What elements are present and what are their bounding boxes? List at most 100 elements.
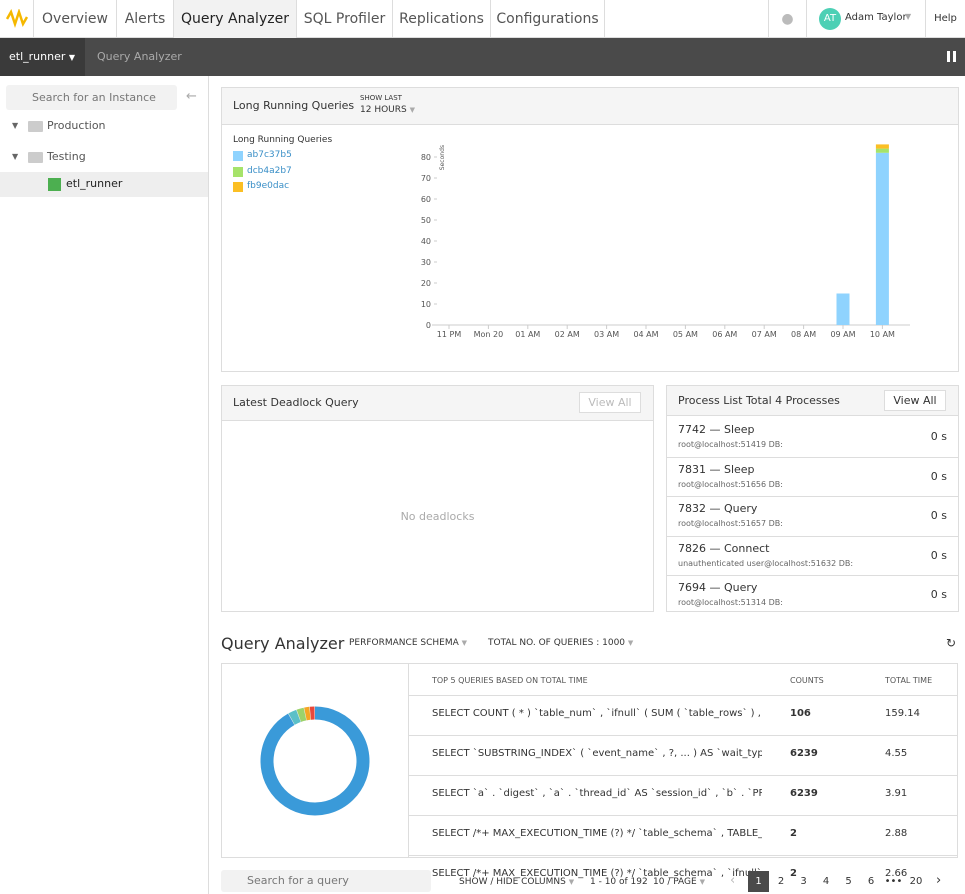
x-tick-label: 09 AM xyxy=(830,330,855,339)
count: 6239 xyxy=(790,788,818,799)
page-button[interactable]: 2 xyxy=(777,876,785,887)
source-select[interactable]: PERFORMANCE SCHEMA ▼ xyxy=(349,638,468,648)
legend-swatch xyxy=(233,182,243,192)
pause[interactable] xyxy=(947,51,956,62)
x-tick-label: 05 AM xyxy=(673,330,698,339)
nav-tab[interactable]: Overview xyxy=(33,0,116,38)
show-last-label: SHOW LAST xyxy=(360,94,402,102)
process-time: 0 s xyxy=(930,588,947,602)
bar-segment xyxy=(836,293,850,325)
query-text[interactable]: SELECT `SUBSTRING_INDEX` ( `event_name` … xyxy=(432,748,762,759)
sidebar: Search for an Instance ← ▼ Production ▼ Tes… xyxy=(0,76,209,894)
page-button[interactable]: 3 xyxy=(800,876,807,887)
row-divider xyxy=(408,815,957,816)
view-all[interactable]: View All xyxy=(884,390,946,411)
logo xyxy=(6,9,28,28)
row-divider xyxy=(408,695,957,696)
nav-tab[interactable]: Query Analyzer xyxy=(173,0,296,38)
page-button[interactable]: 1 xyxy=(748,871,769,892)
x-tick-label: 08 AM xyxy=(791,330,816,339)
expander[interactable]: ▼ xyxy=(12,121,19,130)
legend-title: Long Running Queries xyxy=(233,135,333,145)
page-button[interactable]: ••• xyxy=(884,876,903,887)
query-text[interactable]: SELECT `a` . `digest` , `a` . `thread_id… xyxy=(432,788,762,799)
query-text[interactable]: SELECT COUNT ( * ) `table_num` , `ifnull… xyxy=(432,708,762,719)
instance-select[interactable]: etl_runner ▼ xyxy=(0,38,85,76)
page-button[interactable]: 5 xyxy=(845,876,852,887)
process-time: 0 s xyxy=(930,509,947,523)
tree-label[interactable]: etl_runner xyxy=(66,177,123,190)
show-last-select[interactable]: 12 HOURS ▼ xyxy=(360,105,415,115)
x-tick-label: 02 AM xyxy=(555,330,580,339)
nav-tab[interactable]: SQL Profiler xyxy=(296,0,392,38)
panel-title: Long Running Queries xyxy=(233,99,355,112)
total-select[interactable]: TOTAL NO. OF QUERIES : 1000 ▼ xyxy=(488,638,634,648)
y-tick-label: 50 xyxy=(421,216,431,225)
refresh[interactable]: ↻ xyxy=(946,636,957,650)
bar-segment xyxy=(875,148,889,153)
y-tick-label: 40 xyxy=(421,237,431,246)
process-title: 7694 — Query xyxy=(678,581,758,595)
total-time: 4.55 xyxy=(885,748,908,759)
next[interactable]: › xyxy=(936,873,942,888)
instance-name: etl_runner xyxy=(9,50,66,63)
legend-label: fb9e0dac xyxy=(247,181,290,191)
x-tick-label: 07 AM xyxy=(752,330,777,339)
folder-icon xyxy=(28,121,43,132)
query-search[interactable]: Search for a query xyxy=(221,870,431,892)
total-time: 3.91 xyxy=(885,788,908,799)
process-title: 7831 — Sleep xyxy=(678,462,755,476)
empty-message: No deadlocks xyxy=(400,510,475,523)
row-divider xyxy=(408,855,957,856)
panel-header: Long Running Queries SHOW LAST 12 HOURS … xyxy=(222,88,958,125)
page-button[interactable]: 6 xyxy=(867,876,875,887)
expander[interactable]: ▼ xyxy=(12,152,19,161)
page-button[interactable]: 20 xyxy=(909,876,923,887)
per-page[interactable]: 10 / PAGE ▼ xyxy=(653,877,705,887)
tree-label[interactable]: Testing xyxy=(47,150,86,163)
process-time: 0 s xyxy=(930,430,947,443)
panel-title: Latest Deadlock Query xyxy=(233,396,359,409)
bar-segment xyxy=(875,152,889,325)
bar-segment xyxy=(875,144,889,149)
breadcrumb: Query Analyzer xyxy=(97,50,182,63)
x-tick-label: 01 AM xyxy=(515,330,540,339)
nav-tab[interactable]: Alerts xyxy=(116,0,173,38)
caret: ▼ xyxy=(905,12,912,21)
row-divider xyxy=(667,575,958,577)
collapse[interactable]: ← xyxy=(186,89,197,104)
x-tick-label: 03 AM xyxy=(594,330,619,339)
prev[interactable]: ‹ xyxy=(730,873,736,888)
legend-swatch xyxy=(233,166,243,177)
process-title: 7826 — Connect xyxy=(678,541,770,555)
process-time: 0 s xyxy=(930,548,947,562)
user-menu[interactable]: AT Adam Taylor ▼ xyxy=(806,0,925,38)
nav-tab[interactable]: Replications xyxy=(392,0,490,38)
query-text[interactable]: SELECT /*+ MAX_EXECUTION_TIME (?) */ `ta… xyxy=(432,828,762,839)
divider xyxy=(408,664,409,857)
bell[interactable]: ● xyxy=(768,0,806,38)
legend-swatch xyxy=(233,151,243,161)
process-detail: root@localhost:51656 DB: xyxy=(678,479,783,489)
process-detail: unauthenticated user@localhost:51632 DB: xyxy=(678,558,854,568)
columns-toggle[interactable]: SHOW / HIDE COLUMNS ▼ xyxy=(459,877,575,887)
long-running-panel: Long Running Queries SHOW LAST 12 HOURS … xyxy=(221,87,959,372)
x-tick-label: 04 AM xyxy=(633,330,658,339)
instance-search[interactable]: Search for an Instance xyxy=(6,85,177,110)
nav-tab[interactable]: Configurations xyxy=(490,0,605,38)
x-tick-label: Mon 20 xyxy=(474,330,504,339)
page-button[interactable]: 4 xyxy=(822,876,830,887)
process-time: 0 s xyxy=(930,469,947,483)
count: 2 xyxy=(790,868,797,879)
panel-title: Process List Total 4 Processes xyxy=(678,394,840,407)
process-title: 7832 — Query xyxy=(678,502,758,516)
view-all[interactable]: View All xyxy=(579,392,641,413)
process-panel: Process List Total 4 Processes View All … xyxy=(666,385,959,612)
instance-icon xyxy=(48,178,61,191)
query-text[interactable]: SELECT /*+ MAX_EXECUTION_TIME (?) */ `ta… xyxy=(432,868,762,879)
help[interactable]: Help xyxy=(925,0,965,38)
count: 106 xyxy=(790,708,811,719)
tree-label[interactable]: Production xyxy=(47,119,106,132)
legend-label: ab7c37b5 xyxy=(247,150,292,160)
